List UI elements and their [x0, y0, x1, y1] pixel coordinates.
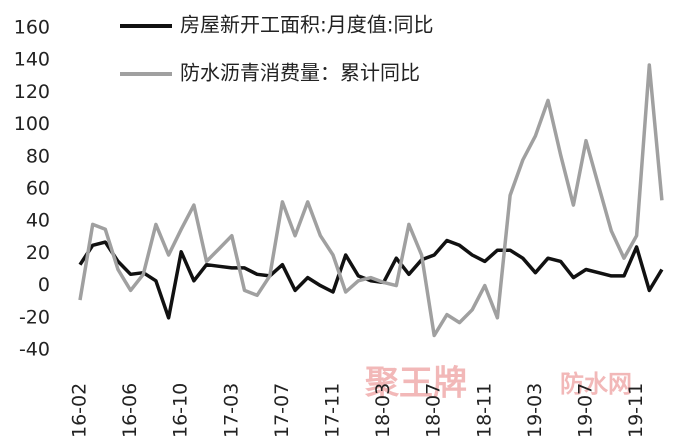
y-tick-label: 20: [26, 242, 50, 264]
y-tick-label: 100: [14, 113, 50, 135]
watermark: 聚王牌: [364, 364, 467, 404]
x-tick-label: 19-07: [575, 383, 597, 438]
x-tick-label: 16-10: [170, 383, 192, 438]
x-tick-label: 18-11: [473, 383, 495, 438]
x-tick-label: 18-07: [423, 383, 445, 438]
y-tick-label: 60: [26, 178, 50, 200]
x-tick-label: 16-06: [119, 383, 141, 438]
y-tick-label: 120: [14, 81, 50, 103]
x-tick-label: 18-03: [372, 383, 394, 438]
x-tick-label: 17-11: [322, 383, 344, 438]
y-tick-label: -40: [19, 339, 50, 361]
series-line: [78, 63, 664, 338]
y-tick-label: 140: [14, 49, 50, 71]
y-tick-label: 40: [26, 210, 50, 232]
y-tick-label: 160: [14, 17, 50, 39]
y-tick-label: 80: [26, 145, 50, 167]
x-tick-label: 19-11: [625, 383, 647, 438]
legend-label: 防水沥青消费量：累计同比: [180, 61, 420, 85]
legend-label: 房屋新开工面积:月度值:同比: [180, 13, 433, 37]
y-tick-label: -20: [19, 306, 50, 328]
x-tick-label: 16-02: [69, 383, 91, 438]
x-tick-label: 19-03: [524, 383, 546, 438]
watermark: 防水网: [560, 370, 632, 398]
series-line: [78, 238, 664, 320]
x-tick-label: 17-03: [220, 383, 242, 438]
y-tick-label: 0: [38, 274, 50, 296]
x-tick-label: 17-07: [271, 383, 293, 438]
